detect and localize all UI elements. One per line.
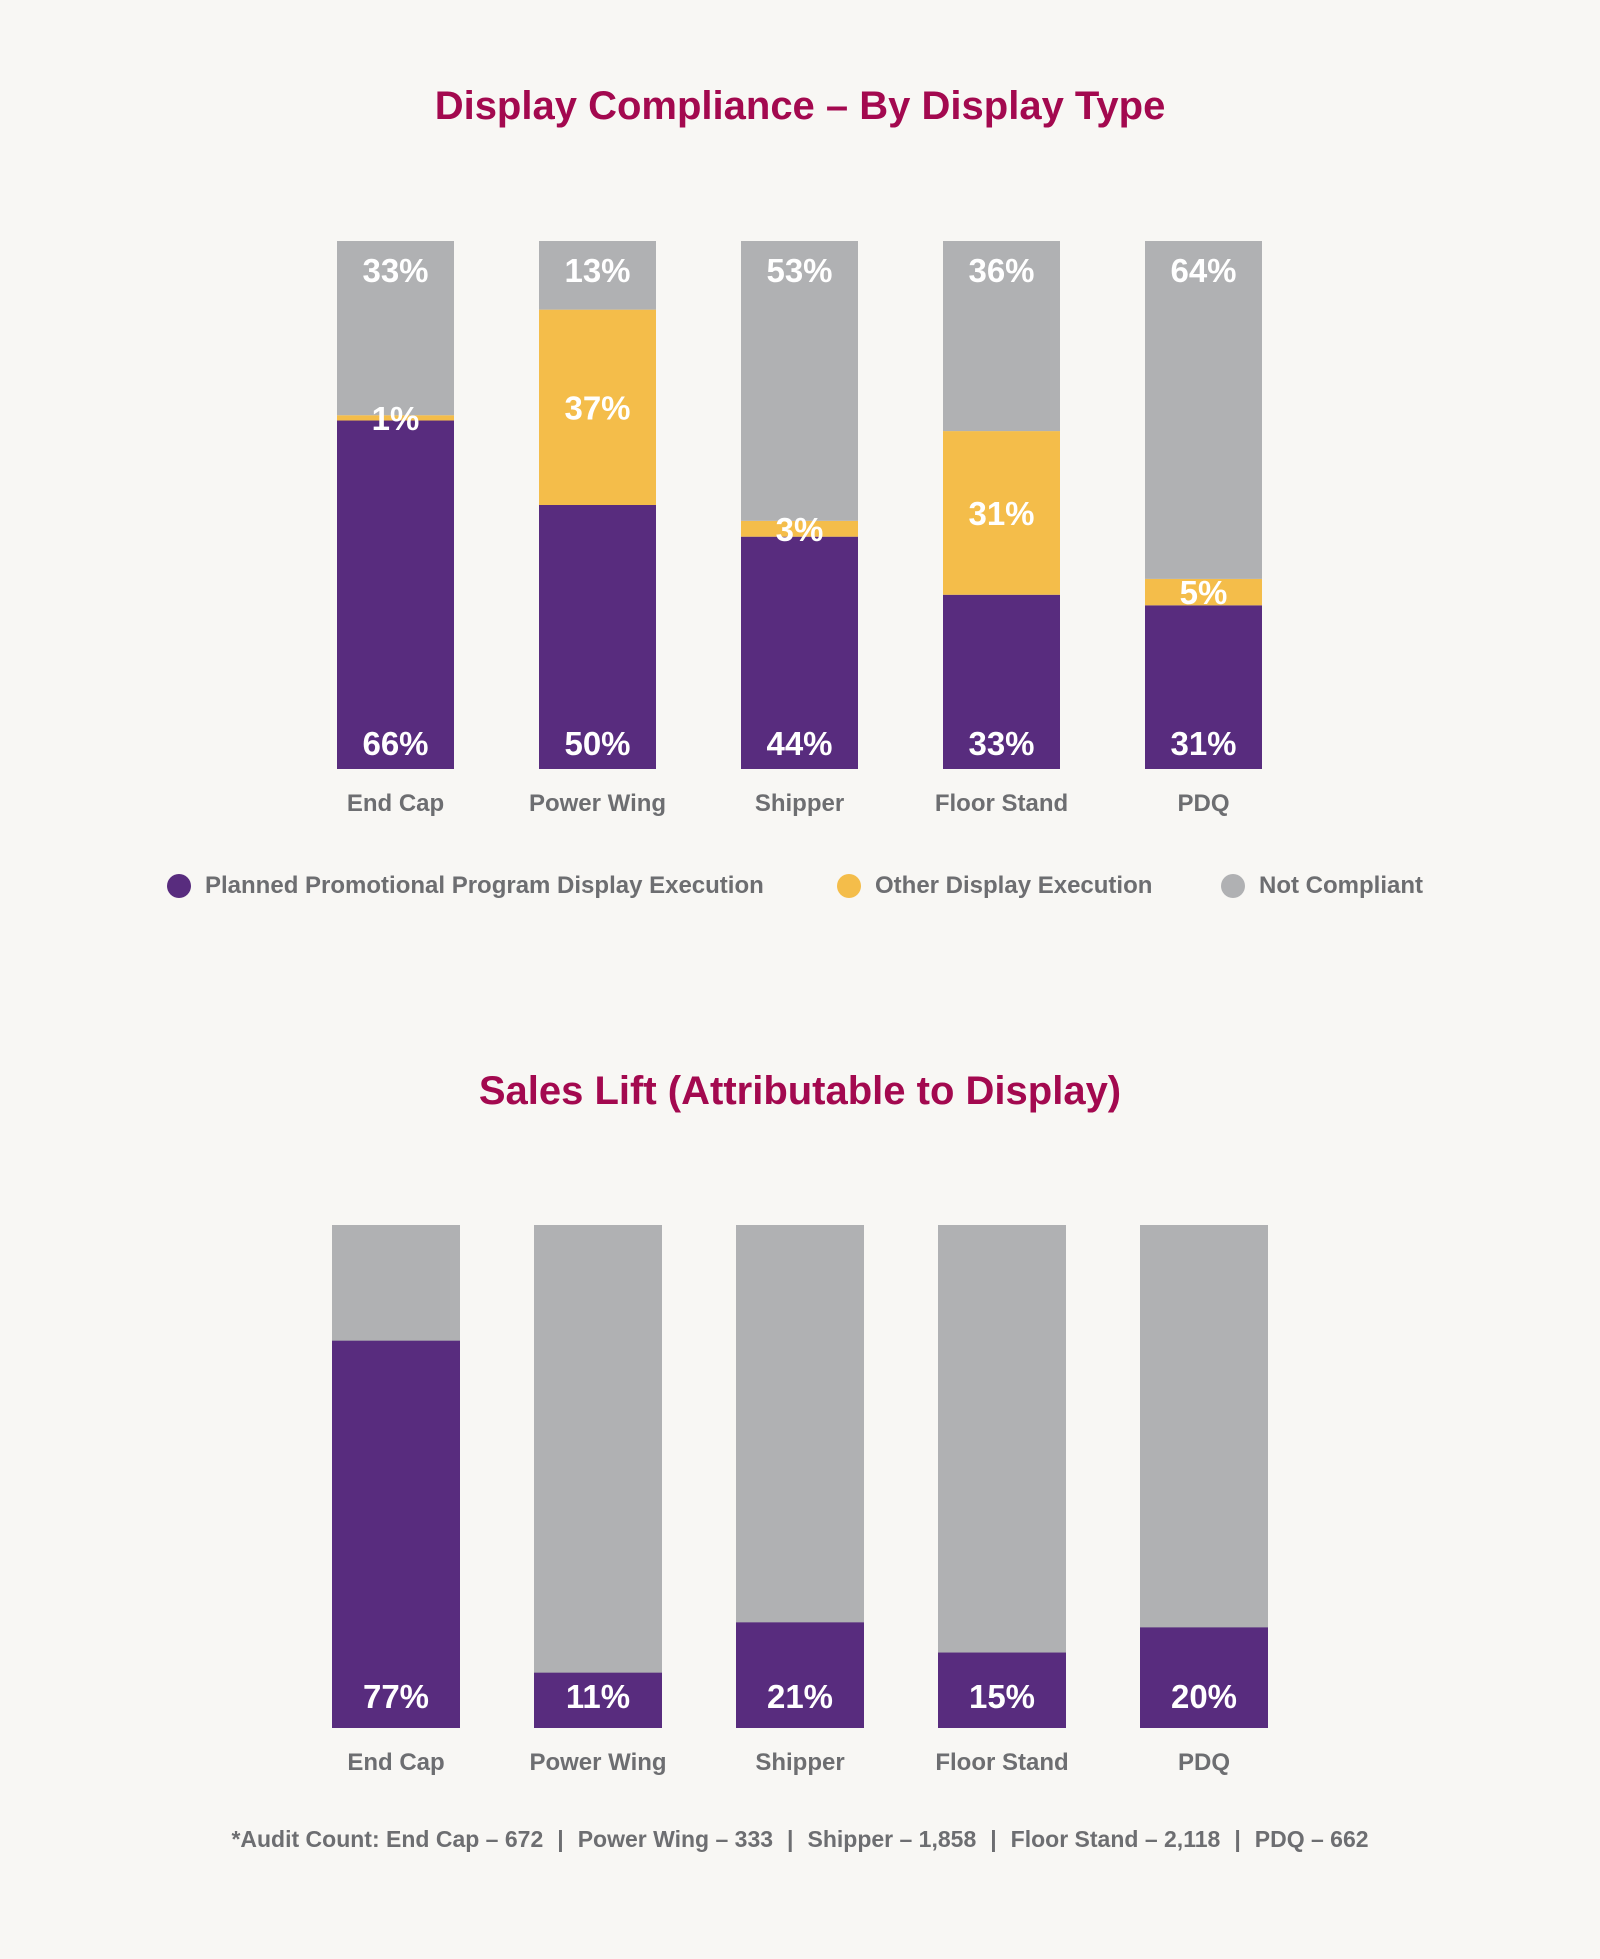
legend-dot-not-compliant-icon (1221, 874, 1245, 898)
footer-item: Shipper – 1,858 (807, 1826, 977, 1852)
data-label: 11% (566, 1678, 630, 1715)
x-tick-label: Shipper (755, 1749, 844, 1776)
data-label: 31% (968, 495, 1034, 532)
x-tick-label: End Cap (347, 1749, 444, 1776)
legend-dot-other-icon (837, 874, 861, 898)
x-tick-label: Power Wing (529, 1749, 666, 1776)
x-tick-label: Power Wing (529, 790, 666, 817)
data-label: 5% (1180, 574, 1228, 611)
legend-dot-planned-icon (167, 874, 191, 898)
chart1-legend: Planned Promotional Program Display Exec… (0, 868, 1600, 904)
audit-count-footer: *Audit Count: End Cap – 672 | Power Wing –… (0, 1826, 1600, 1853)
data-label: 13% (564, 252, 630, 289)
data-label: 3% (776, 511, 824, 548)
bar-segment-not-compliant-pdq (1145, 241, 1262, 579)
data-label: 36% (968, 252, 1034, 289)
data-label: 50% (564, 725, 630, 762)
data-label: 31% (1170, 725, 1236, 762)
bar-segment-other-display-execution-floor-stand (943, 431, 1060, 595)
footer-item: End Cap – 672 (386, 1826, 544, 1852)
legend-label: Not Compliant (1259, 872, 1423, 899)
x-tick-label: Floor Stand (935, 790, 1068, 817)
bar-segment-planned-promotional-program-display-execution-shipper (741, 536, 858, 769)
footer-item: Power Wing – 333 (577, 1826, 774, 1852)
data-label: 53% (766, 252, 832, 289)
bar-segment-planned-promotional-program-display-execution-end-cap (337, 420, 454, 769)
chart1-title: Display Compliance – By Display Type (434, 84, 1166, 128)
bar-sales-lift-pdq (1140, 1627, 1268, 1728)
bar-segment-other-display-execution-power-wing (539, 309, 656, 505)
legend-label: Planned Promotional Program Display Exec… (205, 872, 764, 899)
bar-segment-planned-promotional-program-display-execution-power-wing (539, 505, 656, 769)
bar-sales-lift-end-cap (332, 1340, 460, 1728)
legend-item-planned: Planned Promotional Program Display Exec… (167, 868, 764, 904)
data-label: 77% (363, 1678, 429, 1715)
footer-separator: | (787, 1826, 794, 1852)
bar-sales-lift-floor-stand (938, 1652, 1066, 1728)
x-tick-label: End Cap (347, 790, 444, 817)
legend-label: Other Display Execution (875, 872, 1153, 899)
data-label: 1% (372, 400, 420, 437)
bar-segment-planned-promotional-program-display-execution-floor-stand (943, 594, 1060, 769)
bar-segment-other-display-execution-end-cap (337, 415, 454, 421)
bar-remainder-power-wing (534, 1225, 662, 1728)
data-label: 15% (969, 1678, 1035, 1715)
bar-segment-not-compliant-floor-stand (943, 241, 1060, 432)
bar-remainder-floor-stand (938, 1225, 1066, 1728)
bar-segment-not-compliant-shipper (741, 241, 858, 521)
footer-item: Floor Stand – 2,118 (1010, 1826, 1221, 1852)
bar-segment-not-compliant-power-wing (539, 241, 656, 310)
footer-separator: | (557, 1826, 564, 1852)
chart2-title: Sales Lift (Attributable to Display) (478, 1069, 1122, 1113)
data-label: 20% (1171, 1678, 1237, 1715)
bar-segment-not-compliant-end-cap (337, 241, 454, 416)
bar-segment-other-display-execution-shipper (741, 520, 858, 537)
x-tick-label: PDQ (1177, 790, 1229, 817)
data-label: 33% (968, 725, 1034, 762)
footer-prefix: *Audit Count: (231, 1826, 387, 1852)
footer-item: PDQ – 662 (1254, 1826, 1369, 1852)
bar-segment-other-display-execution-pdq (1145, 578, 1262, 606)
data-label: 64% (1170, 252, 1236, 289)
data-label: 37% (564, 389, 630, 426)
data-label: 33% (362, 252, 428, 289)
x-tick-label: Floor Stand (935, 1749, 1068, 1776)
bar-sales-lift-shipper (736, 1622, 864, 1728)
x-tick-label: PDQ (1178, 1749, 1230, 1776)
legend-item-other: Other Display Execution (837, 868, 1152, 904)
data-label: 21% (767, 1678, 833, 1715)
legend-item-not-compliant: Not Compliant (1221, 868, 1423, 904)
x-tick-label: Shipper (755, 790, 844, 817)
data-label: 66% (362, 725, 428, 762)
bar-sales-lift-power-wing (534, 1672, 662, 1728)
data-label: 44% (766, 725, 832, 762)
footer-separator: | (1234, 1826, 1241, 1852)
bar-segment-planned-promotional-program-display-execution-pdq (1145, 605, 1262, 769)
footer-separator: | (990, 1826, 997, 1852)
